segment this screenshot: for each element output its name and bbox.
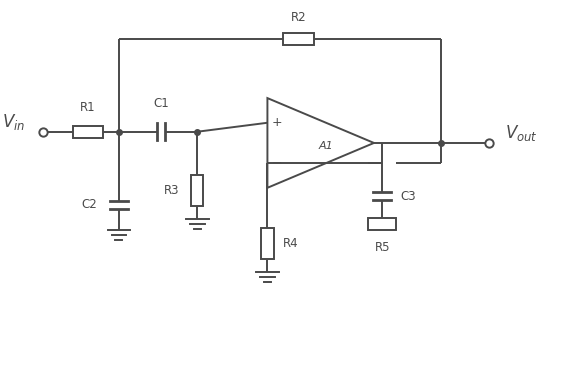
Text: R3: R3 bbox=[164, 184, 180, 197]
Text: A1: A1 bbox=[319, 141, 333, 151]
Text: +: + bbox=[272, 116, 282, 129]
Text: R5: R5 bbox=[375, 241, 390, 254]
Text: R4: R4 bbox=[283, 238, 299, 250]
Bar bbox=[191, 175, 203, 206]
Bar bbox=[368, 218, 396, 231]
Text: $V_{out}$: $V_{out}$ bbox=[504, 123, 537, 143]
Text: C2: C2 bbox=[82, 198, 98, 211]
Text: R2: R2 bbox=[290, 10, 306, 24]
Bar bbox=[73, 125, 103, 138]
Bar bbox=[261, 228, 274, 259]
Bar bbox=[283, 33, 314, 46]
Text: C3: C3 bbox=[400, 190, 416, 203]
Text: R1: R1 bbox=[80, 101, 96, 114]
Text: $V_{in}$: $V_{in}$ bbox=[2, 112, 26, 132]
Text: −: − bbox=[272, 157, 282, 169]
Text: C1: C1 bbox=[153, 97, 168, 110]
